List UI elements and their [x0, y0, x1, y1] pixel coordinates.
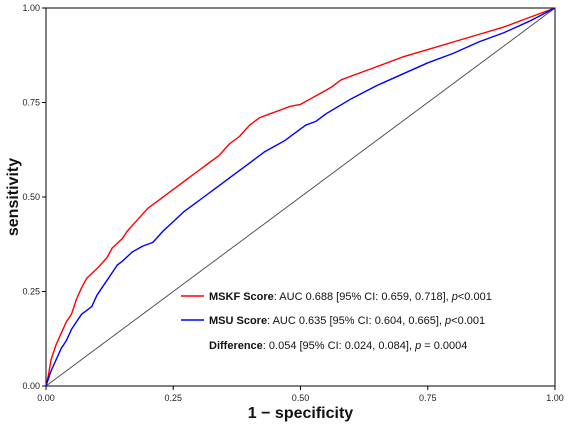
difference-stats: : 0.054 [95% CI: 0.024, 0.084],: [263, 340, 415, 352]
x-tick-label: 0.50: [292, 393, 310, 403]
x-tick-label: 0.25: [164, 393, 182, 403]
y-tick-label: 0.25: [22, 287, 40, 297]
legend-mskf-p-value: <0.001: [458, 291, 492, 303]
axis-ticks: 0.00 0.25 0.50 0.75 1.00 0.00 0.25 0.50 0.75 1.00: [22, 3, 563, 403]
difference-label: Difference: [209, 340, 263, 352]
difference-p: p: [414, 340, 421, 352]
legend: MSKF Score: AUC 0.688 [95% CI: 0.659, 0.…: [181, 291, 492, 352]
x-tick-label: 1.00: [546, 393, 564, 403]
legend-msu-label: MSU Score: [209, 315, 267, 327]
legend-msu-p: p: [444, 315, 451, 327]
legend-mskf-label: MSKF Score: [209, 291, 274, 303]
reference-diagonal-line: [45, 7, 556, 387]
difference-p-value: = 0.0004: [421, 340, 467, 352]
legend-entry-mskf: MSKF Score: AUC 0.688 [95% CI: 0.659, 0.…: [209, 291, 492, 303]
y-axis-title: sensitivity: [5, 158, 22, 236]
msu-roc-curve: [45, 7, 556, 387]
legend-mskf-stats: : AUC 0.688 [95% CI: 0.659, 0.718],: [274, 291, 452, 303]
legend-msu-stats: : AUC 0.635 [95% CI: 0.604, 0.665],: [267, 315, 445, 327]
roc-curves: [45, 7, 556, 387]
y-tick-label: 1.00: [22, 3, 40, 13]
x-axis-title: 1 − specificity: [248, 405, 353, 422]
legend-entry-msu: MSU Score: AUC 0.635 [95% CI: 0.604, 0.6…: [209, 315, 485, 327]
x-tick-label: 0.75: [419, 393, 437, 403]
y-tick-label: 0.50: [22, 192, 40, 202]
x-tick-label: 0.00: [37, 393, 55, 403]
difference-annotation: Difference: 0.054 [95% CI: 0.024, 0.084]…: [209, 340, 467, 352]
y-tick-label: 0.75: [22, 98, 40, 108]
legend-mskf-p: p: [451, 291, 458, 303]
y-tick-label: 0.00: [22, 381, 40, 391]
mskf-roc-curve: [45, 7, 556, 387]
legend-msu-p-value: <0.001: [451, 315, 485, 327]
